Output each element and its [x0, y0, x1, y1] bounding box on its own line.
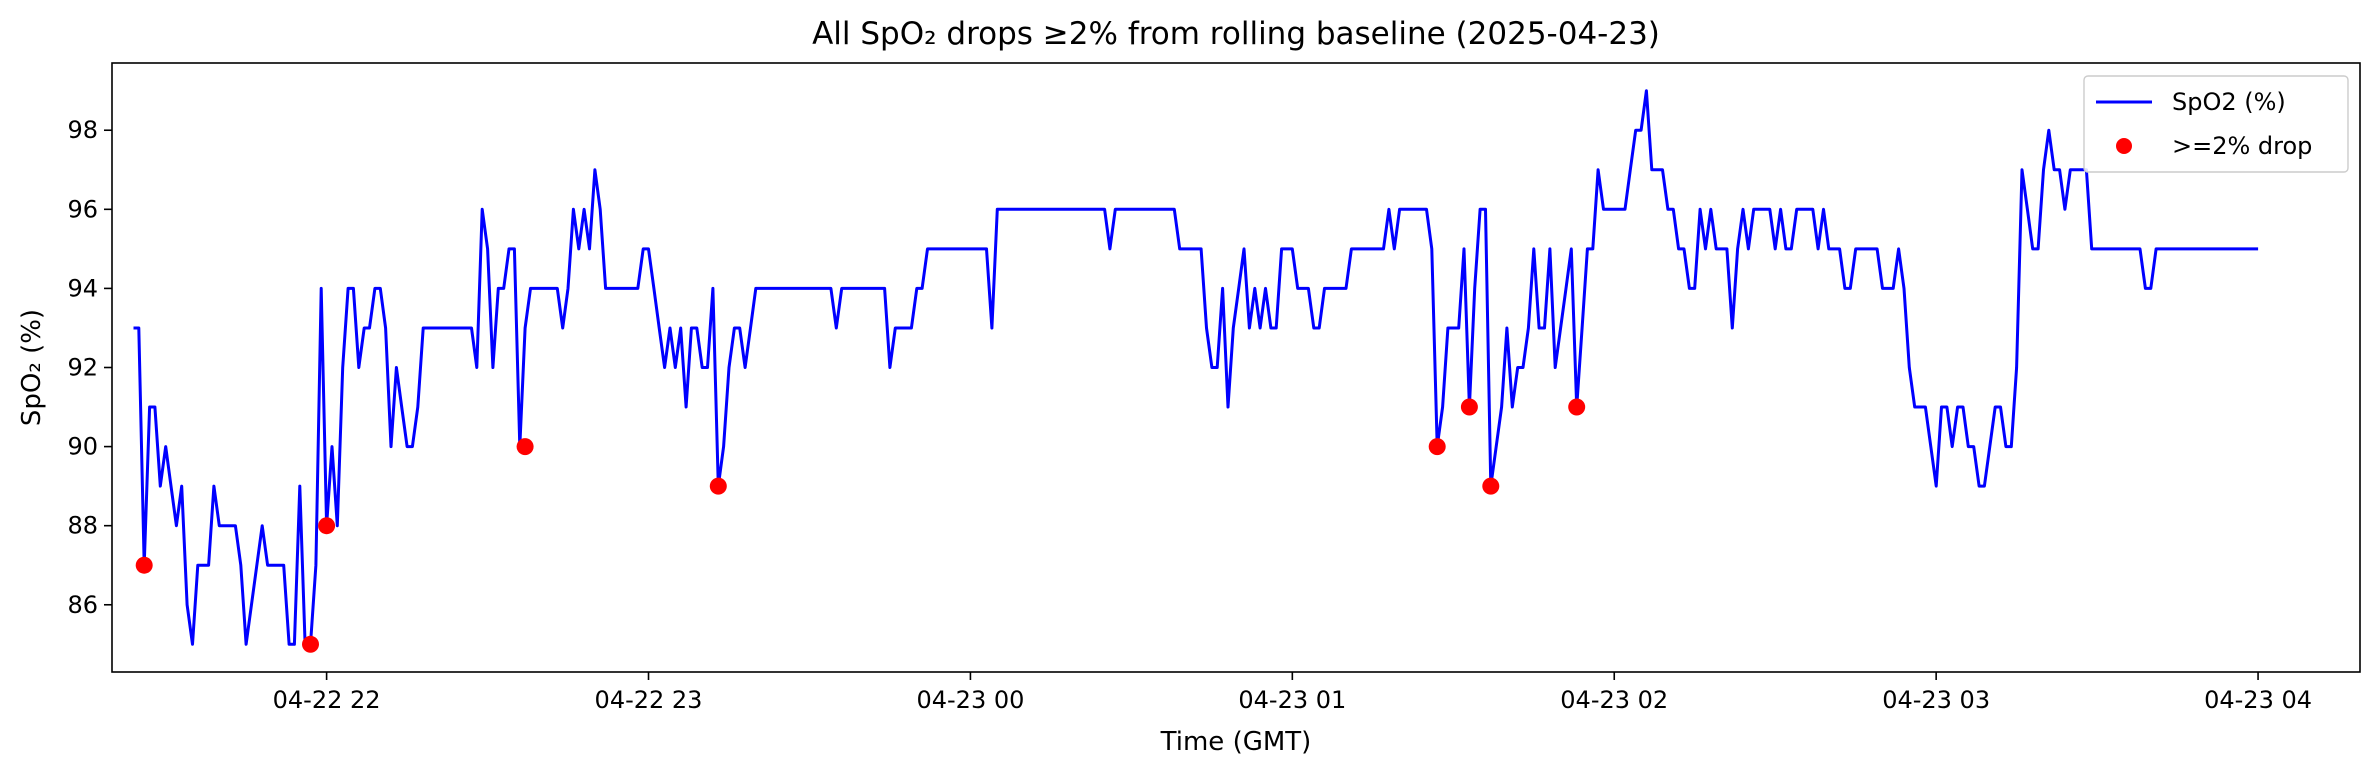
y-axis: 86 88 90 92 94 96 98: [67, 116, 112, 619]
plot-area: [133, 89, 2259, 653]
drop-marker-4: [709, 477, 727, 495]
spo2-line: [133, 89, 2259, 646]
legend-label-spo2: SpO2 (%): [2172, 88, 2286, 116]
y-tick-label-3: 92: [67, 354, 98, 382]
x-tick-label-5: 04-23 03: [1882, 686, 1990, 714]
x-tick-label-4: 04-23 02: [1560, 686, 1668, 714]
drop-marker-7: [1482, 477, 1500, 495]
drop-marker-6: [1460, 398, 1478, 416]
x-tick-label-6: 04-23 04: [2204, 686, 2312, 714]
plot-frame: [111, 62, 2361, 673]
x-axis-label: Time (GMT): [1160, 727, 1312, 757]
y-tick-label-4: 94: [67, 274, 98, 302]
legend-label-drop: >=2% drop: [2172, 132, 2312, 160]
y-tick-label-5: 96: [67, 195, 98, 223]
x-axis: 04-22 22 04-22 23 04-23 00 04-23 01 04-23 02…: [273, 672, 2312, 714]
x-tick-label-2: 04-23 00: [916, 686, 1024, 714]
legend-box: [2083, 75, 2349, 173]
legend: SpO2 (%) >=2% drop: [2083, 75, 2349, 173]
y-tick-label-1: 88: [67, 512, 98, 540]
y-tick-label-6: 98: [67, 116, 98, 144]
drop-marker-0: [135, 556, 153, 574]
chart-title: All SpO₂ drops ≥2% from rolling baseline…: [812, 16, 1660, 52]
x-tick-label-1: 04-22 23: [595, 686, 703, 714]
drop-marker-5: [1428, 438, 1446, 456]
x-tick-label-3: 04-23 01: [1238, 686, 1346, 714]
drop-marker-1: [302, 635, 319, 653]
y-tick-label-0: 86: [67, 591, 98, 619]
x-tick-label-0: 04-22 22: [273, 686, 381, 714]
drop-marker-2: [318, 517, 336, 535]
legend-dot-swatch: [2116, 138, 2132, 154]
drop-marker-3: [516, 438, 534, 456]
drop-marker-8: [1568, 398, 1586, 416]
y-axis-label: SpO₂ (%): [17, 309, 47, 426]
y-tick-label-2: 90: [67, 433, 98, 461]
